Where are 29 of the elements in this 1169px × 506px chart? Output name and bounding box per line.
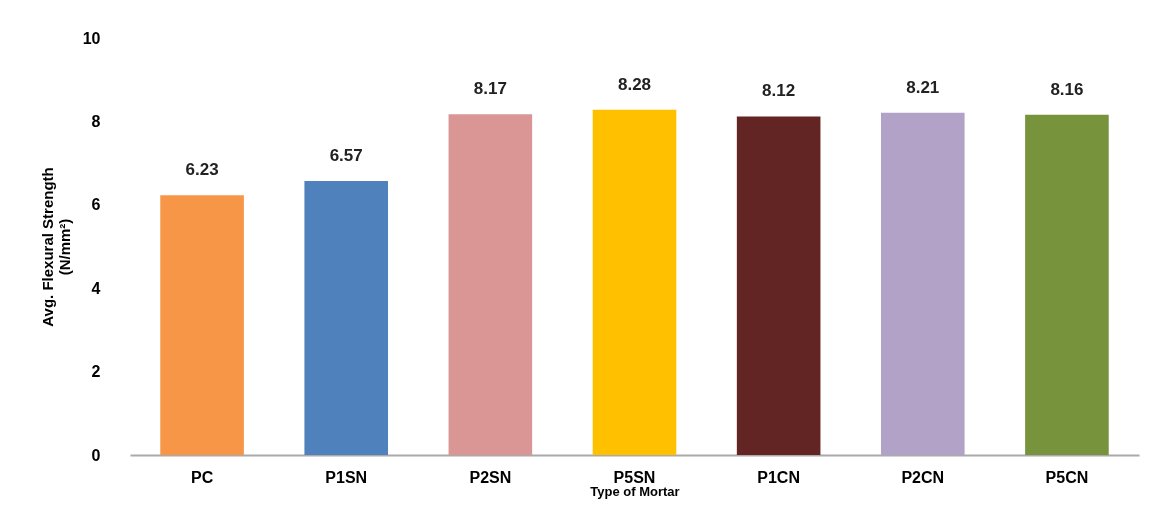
bar <box>304 181 389 455</box>
data-label: 8.21 <box>906 77 940 97</box>
x-tick-label: P5CN <box>1045 468 1089 486</box>
data-label: 8.28 <box>617 74 652 94</box>
data-label: 8.16 <box>1050 79 1084 99</box>
x-tick-label: P2CN <box>901 468 945 486</box>
x-tick-label: P1CN <box>757 468 800 486</box>
data-label: 8.12 <box>762 81 796 101</box>
y-axis-title: Avg. Flexural Strength (N/mm²) <box>38 167 73 327</box>
bar <box>1025 114 1109 455</box>
y-tick-label: 2 <box>91 363 101 381</box>
y-tick-label: 4 <box>91 279 101 297</box>
x-axis-title: Type of Mortar <box>590 483 680 499</box>
x-tick-label: PC <box>190 468 214 486</box>
y-tick-label: 8 <box>91 112 101 130</box>
bar <box>736 116 821 455</box>
data-label: 8.17 <box>473 79 507 99</box>
bar <box>592 109 677 455</box>
x-tick-label: P2SN <box>469 468 512 486</box>
y-tick-label: 6 <box>91 196 101 214</box>
y-tick-label: 10 <box>82 29 101 47</box>
x-tick-label: P5SN <box>613 468 656 486</box>
data-label: 6.57 <box>329 146 363 166</box>
x-tick-label: P1SN <box>325 468 368 486</box>
bar <box>448 114 533 455</box>
bar <box>160 195 244 455</box>
bar <box>880 112 965 455</box>
y-tick-label: 0 <box>91 446 101 464</box>
data-label: 6.23 <box>185 160 219 180</box>
